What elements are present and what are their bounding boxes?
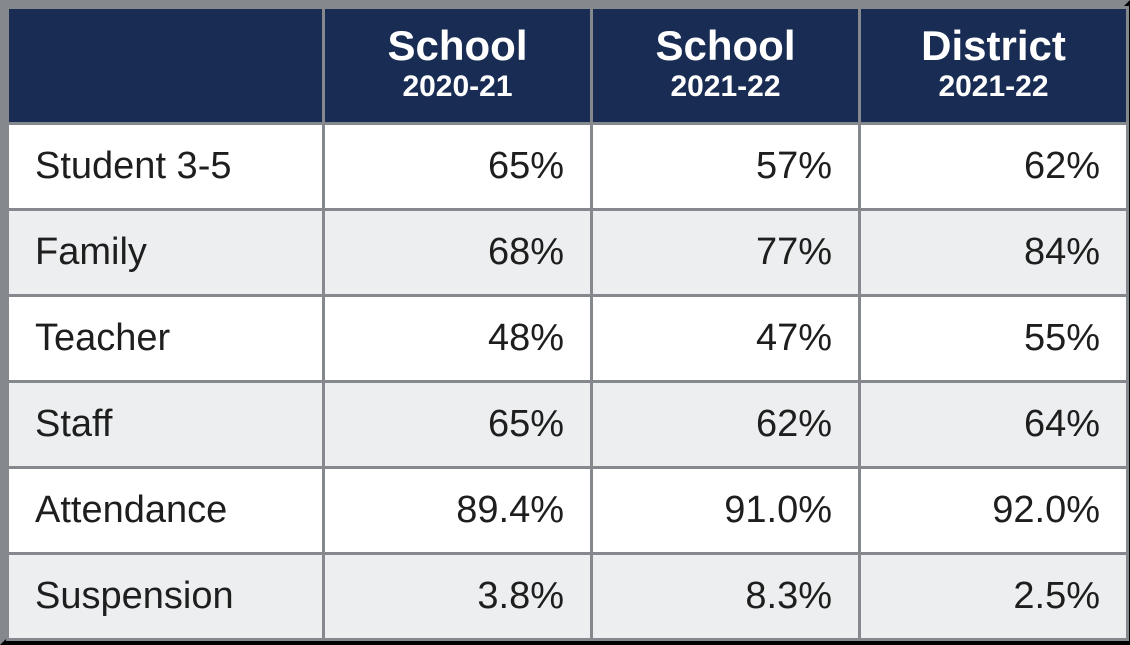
row-label: Attendance bbox=[8, 468, 324, 554]
row-value: 84% bbox=[860, 210, 1128, 296]
row-label: Suspension bbox=[8, 554, 324, 640]
header-col-2-top: School bbox=[601, 24, 850, 68]
row-value: 55% bbox=[860, 296, 1128, 382]
row-value: 92.0% bbox=[860, 468, 1128, 554]
header-col-3: District 2021-22 bbox=[860, 8, 1128, 124]
row-label: Teacher bbox=[8, 296, 324, 382]
header-col-1-top: School bbox=[333, 24, 582, 68]
header-col-2: School 2021-22 bbox=[592, 8, 860, 124]
header-col-2-sub: 2021-22 bbox=[601, 70, 850, 103]
row-value: 68% bbox=[324, 210, 592, 296]
data-table: School 2020-21 School 2021-22 District 2… bbox=[6, 6, 1129, 641]
row-label: Staff bbox=[8, 382, 324, 468]
row-value: 3.8% bbox=[324, 554, 592, 640]
row-value: 64% bbox=[860, 382, 1128, 468]
row-value: 47% bbox=[592, 296, 860, 382]
row-label: Student 3-5 bbox=[8, 124, 324, 210]
header-col-3-sub: 2021-22 bbox=[869, 70, 1118, 103]
table-row: Student 3-5 65% 57% 62% bbox=[8, 124, 1128, 210]
row-value: 2.5% bbox=[860, 554, 1128, 640]
row-value: 77% bbox=[592, 210, 860, 296]
table-body: Student 3-5 65% 57% 62% Family 68% 77% 8… bbox=[8, 124, 1128, 640]
header-col-1-sub: 2020-21 bbox=[333, 70, 582, 103]
header-blank bbox=[8, 8, 324, 124]
table-row: Staff 65% 62% 64% bbox=[8, 382, 1128, 468]
header-col-1: School 2020-21 bbox=[324, 8, 592, 124]
row-label: Family bbox=[8, 210, 324, 296]
row-value: 62% bbox=[592, 382, 860, 468]
header-col-3-top: District bbox=[869, 24, 1118, 68]
row-value: 8.3% bbox=[592, 554, 860, 640]
table-row: Suspension 3.8% 8.3% 2.5% bbox=[8, 554, 1128, 640]
row-value: 62% bbox=[860, 124, 1128, 210]
row-value: 57% bbox=[592, 124, 860, 210]
row-value: 65% bbox=[324, 124, 592, 210]
table-row: Family 68% 77% 84% bbox=[8, 210, 1128, 296]
row-value: 91.0% bbox=[592, 468, 860, 554]
table-row: Attendance 89.4% 91.0% 92.0% bbox=[8, 468, 1128, 554]
row-value: 48% bbox=[324, 296, 592, 382]
table-container: School 2020-21 School 2021-22 District 2… bbox=[0, 0, 1130, 645]
row-value: 89.4% bbox=[324, 468, 592, 554]
table-row: Teacher 48% 47% 55% bbox=[8, 296, 1128, 382]
table-header-row: School 2020-21 School 2021-22 District 2… bbox=[8, 8, 1128, 124]
row-value: 65% bbox=[324, 382, 592, 468]
